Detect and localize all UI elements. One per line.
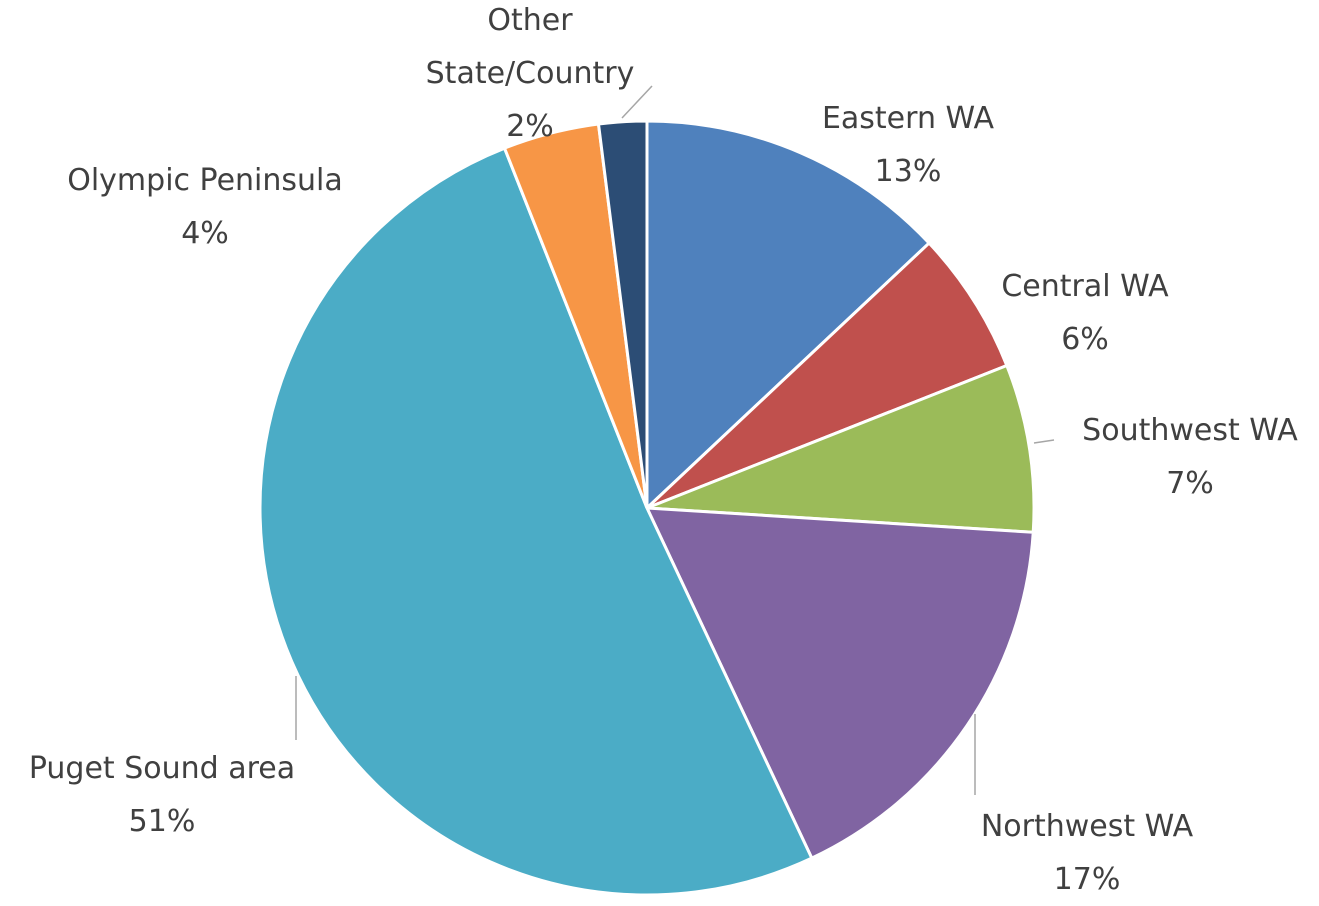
category-label: Central WA (1001, 269, 1169, 304)
data-label: Puget Sound area 51% (0, 742, 332, 848)
wedge (644, 506, 1035, 861)
data-label: Other State/Country 2% (400, 0, 660, 153)
data-label: Northwest WA 17% (917, 800, 1257, 906)
leader-line (1033, 439, 1055, 444)
category-label: Other State/Country (425, 3, 635, 91)
category-label: Eastern WA (821, 101, 995, 136)
value-label: 51% (128, 804, 196, 839)
wedge (645, 119, 932, 512)
data-label: Southwest WA 7% (1020, 404, 1319, 510)
wedge (645, 240, 1009, 510)
wedge (596, 119, 649, 509)
wedge (646, 363, 1036, 534)
data-label: Eastern WA 13% (738, 92, 1078, 198)
value-label: 7% (1166, 466, 1214, 501)
value-label: 13% (874, 154, 942, 189)
data-label: Olympic Peninsula 4% (25, 154, 385, 260)
value-label: 6% (1061, 322, 1109, 357)
value-label: 2% (506, 109, 554, 144)
wedges (258, 119, 1036, 897)
wedge (258, 146, 814, 897)
data-label: Central WA 6% (915, 260, 1255, 366)
value-label: 4% (181, 216, 229, 251)
category-label: Puget Sound area (28, 751, 296, 786)
category-label: Southwest WA (1082, 413, 1298, 448)
leader-line (621, 85, 653, 119)
category-label: Northwest WA (980, 809, 1194, 844)
category-label: Olympic Peninsula (67, 163, 343, 198)
value-label: 17% (1053, 862, 1121, 897)
leader-lines (295, 85, 1055, 795)
